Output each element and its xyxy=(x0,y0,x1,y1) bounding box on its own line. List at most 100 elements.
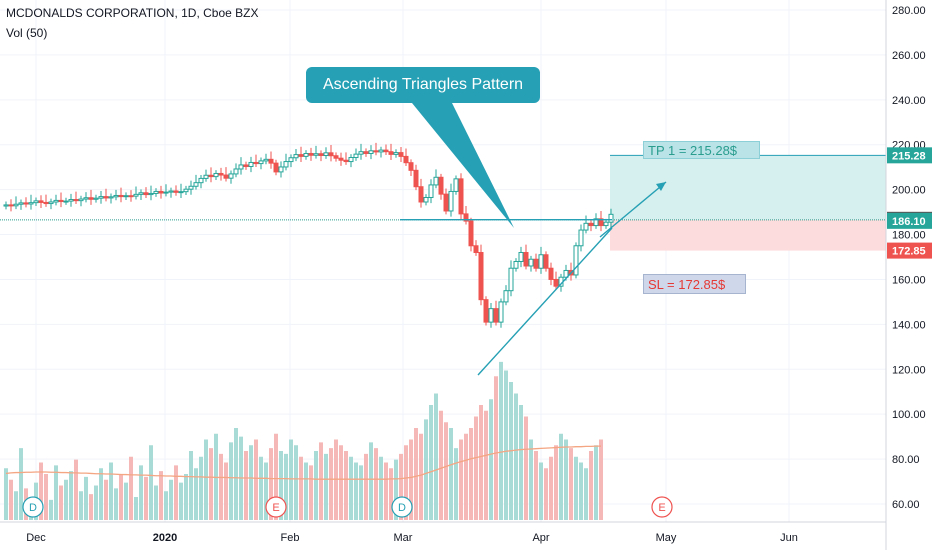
time-tick-label: 2020 xyxy=(153,532,177,544)
candle-body xyxy=(343,159,349,163)
candle-body xyxy=(573,245,579,276)
volume-bar xyxy=(169,479,173,520)
candle-body xyxy=(303,152,309,157)
volume-bar xyxy=(209,448,213,520)
candle-body xyxy=(73,199,79,202)
candle-body xyxy=(608,213,614,223)
volume-bar xyxy=(559,433,563,520)
price-tick-label: 160.00 xyxy=(892,274,926,286)
volume-bar xyxy=(74,459,78,520)
candle-body xyxy=(98,196,104,199)
candle-body xyxy=(168,190,174,193)
volume-bar xyxy=(129,456,133,520)
volume-bar xyxy=(109,462,113,520)
candle-body xyxy=(438,176,444,195)
candle-body xyxy=(423,196,429,203)
volume-bar xyxy=(64,479,68,520)
volume-bar xyxy=(409,439,413,520)
price-tick-label: 200.00 xyxy=(892,185,926,197)
candle-body xyxy=(193,182,199,187)
volume-bar xyxy=(259,456,263,520)
volume-indicator-label[interactable]: Vol (50) xyxy=(6,26,48,40)
candle-body xyxy=(433,176,439,186)
volume-bar xyxy=(439,410,443,520)
volume-bar xyxy=(149,445,153,520)
candle-body xyxy=(308,152,314,156)
candle-body xyxy=(8,204,14,207)
volume-bar xyxy=(349,456,353,520)
volume-bar xyxy=(514,393,518,520)
candle-body xyxy=(543,254,549,269)
volume-ma-series xyxy=(5,445,601,480)
volume-bar xyxy=(229,442,233,520)
volume-bar xyxy=(54,465,58,520)
candle-body xyxy=(83,197,89,200)
candle-body xyxy=(418,186,424,203)
volume-bar xyxy=(354,462,358,520)
volume-bar xyxy=(534,451,538,520)
pattern-callout[interactable]: Ascending Triangles Pattern xyxy=(306,67,540,103)
volume-bar xyxy=(84,476,88,520)
price-tick-label: 260.00 xyxy=(892,50,926,62)
candle-body xyxy=(188,185,194,190)
candle-body xyxy=(338,157,344,161)
volume-bar xyxy=(444,422,448,520)
volume-bar xyxy=(454,448,458,520)
volume-bar xyxy=(519,405,523,520)
candle-body xyxy=(68,199,74,202)
price-tick-label: 60.00 xyxy=(892,499,920,511)
volume-bar xyxy=(304,462,308,520)
candle-body xyxy=(453,178,459,192)
price-axis[interactable]: 280.00260.00240.00220.00200.00180.00160.… xyxy=(885,0,932,550)
candle-body xyxy=(468,220,474,247)
volume-bar xyxy=(344,451,348,520)
volume-bar xyxy=(449,428,453,520)
volume-bar xyxy=(99,468,103,520)
candle-body xyxy=(443,193,449,212)
volume-bar xyxy=(464,433,468,520)
volume-bar xyxy=(394,459,398,520)
target-arrow-line xyxy=(599,181,667,238)
volume-bar xyxy=(499,361,503,520)
candle-body xyxy=(413,169,419,188)
volume-bar xyxy=(19,448,23,520)
candle-body xyxy=(158,190,164,194)
volume-bar xyxy=(569,448,573,520)
candle-body xyxy=(183,188,189,193)
volume-bar xyxy=(554,445,558,520)
volume-bar xyxy=(199,456,203,520)
volume-bar xyxy=(189,451,193,520)
price-tick-label: 240.00 xyxy=(892,95,926,107)
volume-bar xyxy=(204,439,208,520)
volume-bar xyxy=(69,471,73,520)
volume-bar xyxy=(314,451,318,520)
take-profit-label[interactable]: TP 1 = 215.28$ xyxy=(643,141,760,159)
volume-bar xyxy=(79,491,83,520)
stop-loss-label[interactable]: SL = 172.85$ xyxy=(643,274,746,294)
time-axis[interactable]: Dec 2020 Feb Mar Apr May Jun xyxy=(0,521,886,544)
candle-body xyxy=(233,168,239,175)
candle-body xyxy=(78,198,84,202)
volume-bar xyxy=(369,442,373,520)
candle-body xyxy=(563,269,569,278)
candle-body xyxy=(243,164,249,168)
volume-bar xyxy=(154,485,158,520)
volume-bar xyxy=(329,448,333,520)
volume-bar xyxy=(274,433,278,520)
dividend-marker xyxy=(22,496,44,518)
price-tick-label: 100.00 xyxy=(892,409,926,421)
candle-body xyxy=(458,178,464,215)
candle-body xyxy=(63,200,69,203)
candle-body xyxy=(118,194,124,198)
earnings-marker xyxy=(265,496,287,518)
volume-bar xyxy=(414,428,418,520)
volume-bar xyxy=(594,445,598,520)
stop-loss-zone xyxy=(610,219,886,251)
event-marker-label: D xyxy=(398,502,406,514)
volume-bar xyxy=(234,428,238,520)
pattern-drawings xyxy=(400,103,667,376)
candle-body xyxy=(583,222,589,231)
volume-bar xyxy=(524,416,528,520)
